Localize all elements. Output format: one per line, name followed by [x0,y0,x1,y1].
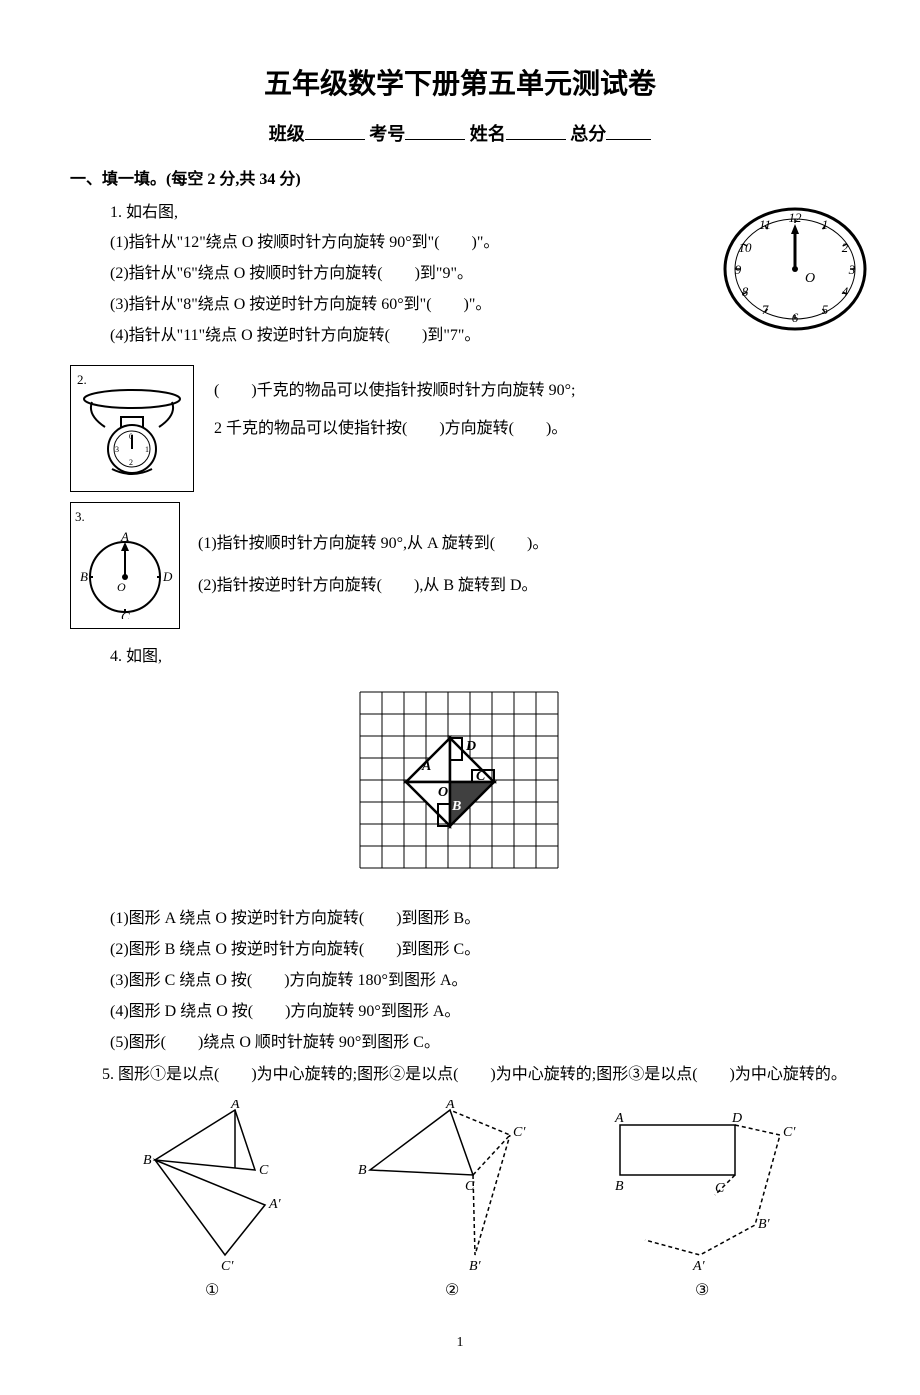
class-blank[interactable] [305,122,365,140]
svg-text:A: A [445,1100,455,1112]
svg-text:D: D [162,569,173,584]
svg-text:②: ② [445,1282,459,1299]
q4-figure: A B C D O [70,682,850,888]
svg-text:A: A [230,1100,240,1112]
q4-line1: (1)图形 A 绕点 O 按逆时针方向旋转( )到图形 B。 [70,905,850,934]
svg-text:A: A [421,759,431,774]
svg-text:11: 11 [759,217,771,232]
svg-text:0: 0 [129,432,133,441]
svg-text:3: 3 [115,445,119,454]
page-title: 五年级数学下册第五单元测试卷 [70,60,850,110]
q3-line2: (2)指针按逆时针方向旋转( ),从 B 旋转到 D。 [198,572,548,601]
svg-text:D: D [731,1111,742,1126]
q3-line1: (1)指针按顺时针方向旋转 90°,从 A 旋转到( )。 [198,530,548,559]
svg-text:③: ③ [695,1282,709,1299]
svg-text:1: 1 [145,445,149,454]
svg-text:B: B [451,799,461,814]
clock-figure: 12 1 2 3 4 5 6 7 8 9 10 11 O [720,194,870,355]
svg-text:C′: C′ [783,1125,796,1140]
svg-text:C: C [259,1163,269,1178]
name-label: 姓名 [470,124,506,144]
q4-line4: (4)图形 D 绕点 O 按( )方向旋转 90°到图形 A。 [70,998,850,1027]
svg-text:A: A [120,529,129,544]
q4-line5: (5)图形( )绕点 O 顺时针旋转 90°到图形 C。 [70,1029,850,1058]
svg-text:B′: B′ [469,1259,482,1274]
q4-head: 4. 如图, [70,643,850,672]
total-blank[interactable] [606,122,651,140]
svg-text:C: C [465,1179,475,1194]
q2-line2: 2 千克的物品可以使指针按( )方向旋转( )。 [214,415,576,444]
scale-icon: 0 1 2 3 [77,387,187,482]
svg-text:B′: B′ [758,1217,771,1232]
svg-text:4: 4 [842,284,849,299]
svg-text:C′: C′ [221,1259,234,1274]
svg-text:C: C [476,769,486,784]
svg-text:A: A [614,1111,624,1126]
q4-line3: (3)图形 C 绕点 O 按( )方向旋转 180°到图形 A。 [70,967,850,996]
svg-text:O: O [805,271,815,286]
svg-text:1: 1 [822,217,829,232]
svg-text:10: 10 [739,240,753,255]
svg-text:2: 2 [129,458,133,467]
svg-text:B: B [80,569,88,584]
svg-text:D: D [465,739,476,754]
svg-text:B: B [143,1153,152,1168]
exam-no-label: 考号 [369,124,405,144]
svg-text:B: B [615,1179,624,1194]
compass-icon: A B C D O [75,529,175,619]
svg-text:A′: A′ [268,1197,282,1212]
class-label: 班级 [269,124,305,144]
section1-head: 一、填一填。(每空 2 分,共 34 分) [70,166,850,195]
q5-figures: A B C A′ C′ ① A B C C′ B′ ② A [70,1100,850,1300]
svg-text:8: 8 [742,284,749,299]
svg-text:O: O [117,580,126,594]
svg-text:C: C [715,1181,725,1196]
svg-text:C′: C′ [513,1125,526,1140]
header-line: 班级 考号 姓名 总分 [70,118,850,150]
q4-line2: (2)图形 B 绕点 O 按逆时针方向旋转( )到图形 C。 [70,936,850,965]
q2-figure-box: 2. 0 1 2 3 [70,365,194,493]
svg-text:2: 2 [842,240,849,255]
svg-text:B: B [358,1163,367,1178]
q5-text: 5. 图形①是以点( )为中心旋转的;图形②是以点( )为中心旋转的;图形③是以… [70,1061,850,1090]
page-number: 1 [70,1330,850,1355]
q2-line1: ( )千克的物品可以使指针按顺时针方向旋转 90°; [214,377,576,406]
q3-label: 3. [75,505,175,528]
svg-text:O: O [438,785,448,800]
exam-no-blank[interactable] [405,122,465,140]
svg-text:①: ① [205,1282,219,1299]
name-blank[interactable] [506,122,566,140]
svg-text:A′: A′ [692,1259,706,1274]
total-label: 总分 [570,124,606,144]
q3-figure-box: 3. A B C D O [70,502,180,629]
